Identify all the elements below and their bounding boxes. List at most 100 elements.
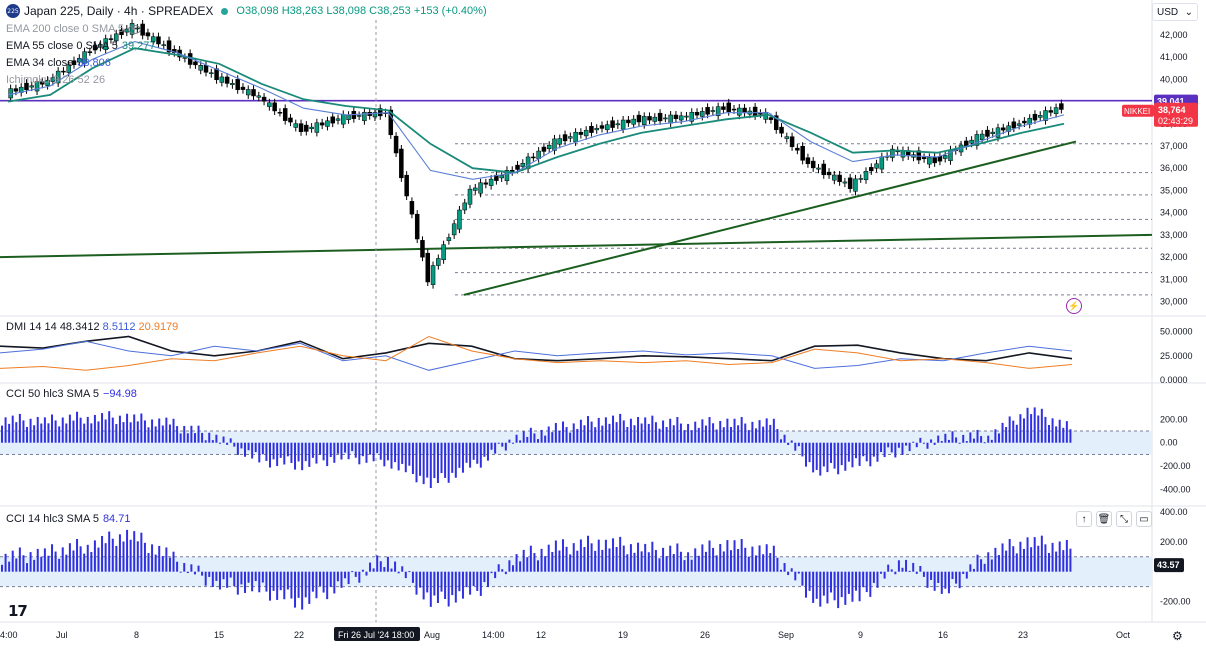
cci14-bar <box>647 552 650 572</box>
cci50-bar <box>983 442 986 444</box>
cci50-bar <box>890 442 893 453</box>
candle-body <box>684 115 689 118</box>
legend-cci50[interactable]: CCI 50 hlc3 SMA 5 −94.98 <box>6 388 137 400</box>
cci50-bar <box>944 433 947 443</box>
delete-pane-button[interactable]: 🗑 <box>1096 511 1112 527</box>
cci14-bar <box>604 539 607 572</box>
cci50-bar <box>751 421 754 443</box>
candle-body <box>689 111 695 122</box>
cci50-value: −94.98 <box>102 388 137 400</box>
settings-gear-icon[interactable]: ⚙ <box>1172 629 1183 643</box>
cci14-bar <box>322 571 325 593</box>
cci50-bar <box>304 442 307 462</box>
cci14-bar <box>869 571 872 597</box>
legend-ichimoku[interactable]: Ichimoku 9 26 52 26 <box>6 74 105 86</box>
candle-body <box>832 174 837 181</box>
cci14-bar <box>351 571 354 573</box>
cci50-bar <box>265 442 268 461</box>
cci50-bar <box>597 417 600 443</box>
cci50-bar <box>165 417 168 443</box>
cci50-bar <box>1044 416 1047 443</box>
cci14-bar <box>669 545 672 572</box>
cci14-bar <box>147 553 150 572</box>
time-tick-label: 26 <box>700 630 710 640</box>
cci14-bar <box>522 549 525 572</box>
cci50-bar <box>629 418 632 443</box>
cci50-bar <box>501 442 504 447</box>
cci14-bar <box>915 571 918 574</box>
cci14-bar <box>612 538 615 572</box>
cci50-bar <box>347 442 350 460</box>
legend-cci14[interactable]: CCI 14 hlc3 SMA 5 84.71 <box>6 513 130 525</box>
cci14-bar <box>247 571 250 583</box>
maximize-pane-button[interactable]: ▭ <box>1136 511 1152 527</box>
candle-body <box>853 178 858 192</box>
legend-dmi[interactable]: DMI 14 14 48.3412 8.5112 20.9179 <box>6 321 178 333</box>
cci50-bar <box>729 426 732 443</box>
candle-body <box>932 157 937 164</box>
cci50-bar <box>272 442 275 460</box>
time-tick-label: Jul <box>56 630 68 640</box>
cci50-bar <box>797 442 800 447</box>
candle-body <box>810 160 816 169</box>
time-tick-label: 16 <box>938 630 948 640</box>
cci14-bar <box>76 539 79 572</box>
cci14-bar <box>619 536 622 572</box>
currency-select[interactable]: USD ⌄ <box>1152 3 1198 21</box>
legend-ema34[interactable]: EMA 34 close 38,806 <box>6 57 111 69</box>
cci50-bar <box>36 416 39 443</box>
cci14-bar <box>126 529 129 572</box>
cci14-bar <box>544 556 547 572</box>
cci14-bar <box>919 565 922 572</box>
cci14-bar <box>258 571 261 593</box>
market-status-icon <box>221 7 229 15</box>
legend-ema200[interactable]: EMA 200 close 0 SMA 5 <box>6 23 142 35</box>
cci14-bar <box>897 560 900 572</box>
cci14-bar <box>347 571 350 585</box>
symbol-title[interactable]: Japan 225, Daily · 4h · SPREADEX <box>24 4 214 18</box>
cci50-bar <box>308 442 311 467</box>
cci50-bar <box>526 436 529 443</box>
cci14-bar <box>1065 540 1068 572</box>
cci50-bar <box>190 425 193 443</box>
cci14-bar <box>11 550 14 572</box>
cci14-bar <box>855 571 858 591</box>
time-tick-label: 15 <box>214 630 224 640</box>
candle-body <box>82 51 87 64</box>
cci14-bar <box>962 571 965 574</box>
cci14-bar <box>336 571 339 582</box>
collapse-pane-button[interactable]: ⤡ <box>1116 511 1132 527</box>
cci14-bar <box>83 553 86 572</box>
cci50-bar <box>33 425 36 443</box>
cci50-bar <box>494 442 497 454</box>
cci50-bar <box>365 442 368 463</box>
legend-ema55[interactable]: EMA 55 close 0 SMA 5 39,277 <box>6 40 156 52</box>
cci14-bar <box>640 551 643 572</box>
cci50-bar <box>104 419 107 443</box>
cci50-bar <box>301 442 304 471</box>
candle-body <box>731 108 737 111</box>
hidden-eye-icon[interactable] <box>128 24 142 34</box>
cci50-bar <box>608 423 611 443</box>
cci14-bar <box>54 551 57 572</box>
cci14-bar <box>830 571 833 593</box>
cci50-bar <box>901 442 904 455</box>
cci14-bar <box>261 571 264 583</box>
candle-body <box>863 171 869 181</box>
cci14-bar <box>726 540 729 572</box>
cci50-bar <box>222 436 225 443</box>
cci14-bar <box>490 571 493 574</box>
cci14-bar <box>433 571 436 596</box>
candle-body <box>388 109 394 136</box>
candle-body <box>610 120 615 128</box>
cci50-bar <box>83 423 86 443</box>
candle-body <box>620 119 626 130</box>
cci14-bar <box>997 555 1000 572</box>
move-pane-up-button[interactable]: ↑ <box>1076 511 1092 527</box>
ema55-value: 39,277 <box>121 40 156 52</box>
candle-body <box>77 57 82 63</box>
flash-icon[interactable]: ⚡ <box>1066 298 1082 314</box>
cci50-bar <box>183 425 186 443</box>
cci50-bar <box>129 422 132 443</box>
